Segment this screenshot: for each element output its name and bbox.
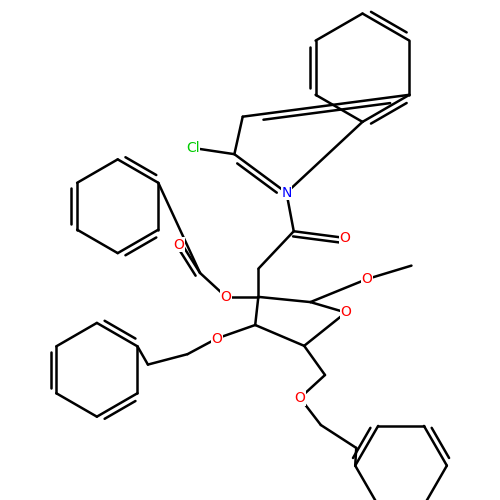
Text: Cl: Cl [186, 141, 200, 155]
Text: O: O [211, 332, 222, 345]
Text: O: O [340, 230, 350, 244]
Text: N: N [282, 186, 292, 200]
Text: O: O [294, 391, 306, 405]
Text: O: O [340, 306, 351, 320]
Text: O: O [220, 290, 232, 304]
Text: O: O [174, 238, 184, 252]
Text: O: O [361, 272, 372, 286]
